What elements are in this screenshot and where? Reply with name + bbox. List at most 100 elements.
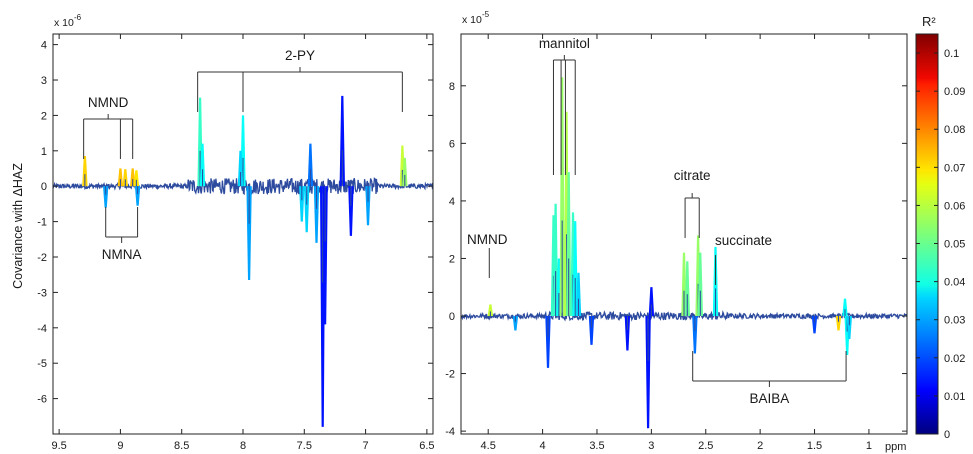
spectrum-peak xyxy=(648,287,655,317)
y-tick-label: 4 xyxy=(449,196,455,208)
x-tick-label: 4 xyxy=(540,440,546,452)
right-scale-label: x 10 -5 xyxy=(462,10,490,26)
left-scale-exponent: -6 xyxy=(74,13,82,22)
y-tick-label: -4 xyxy=(445,426,455,438)
annotation-baiba: BAIBA xyxy=(692,351,847,406)
y-tick-label: -2 xyxy=(37,252,47,264)
y-tick-label: -6 xyxy=(37,394,47,406)
colorbar-tick-label: 0.06 xyxy=(944,200,965,212)
y-tick-label: 3 xyxy=(41,75,47,87)
colorbar-title: R² xyxy=(922,14,936,29)
annotation-2-py: 2-PY xyxy=(197,48,403,112)
right-scale-exponent: -5 xyxy=(482,10,490,19)
colorbar-tick-label: 0 xyxy=(944,429,950,441)
y-tick-label: -4 xyxy=(37,323,47,335)
y-tick-label: -3 xyxy=(37,287,47,299)
spectrum-peak xyxy=(304,186,310,233)
spectrum-peak xyxy=(684,261,690,317)
spectrum-peak xyxy=(365,186,371,226)
annotation-label: citrate xyxy=(674,168,711,183)
spectrum-peak xyxy=(313,186,320,243)
colorbar-tick-label: 0.05 xyxy=(944,239,965,251)
right-axes: 4.5 4 3.5 3 2.5 2 1.5 1 -4 -2 0 2 4 6 8 xyxy=(445,34,907,452)
annotation-label: mannitol xyxy=(539,36,590,51)
spectrum-peak xyxy=(575,272,582,317)
left-y-axis-label: Covariance with ΔHAZ xyxy=(11,163,25,289)
spectrum-peak xyxy=(545,315,551,368)
right-scale-base: x 10 xyxy=(462,14,482,26)
x-tick-label: 7.5 xyxy=(297,440,312,452)
annotation-label: NMNA xyxy=(102,247,142,262)
spectrum-peak xyxy=(487,304,494,317)
x-tick-label: 3.5 xyxy=(589,440,604,452)
y-tick-label: -1 xyxy=(37,217,47,229)
spectrum-peak xyxy=(348,186,354,236)
y-tick-label: 1 xyxy=(41,146,47,158)
spectrum-peak xyxy=(811,315,818,334)
spectrum-peak xyxy=(624,315,631,351)
x-tick-label: 2 xyxy=(757,440,763,452)
spectrum-peak xyxy=(835,315,842,331)
spectrum-peak xyxy=(237,150,244,187)
spectrum-peak xyxy=(559,77,565,317)
colorbar-tick-label: 0.04 xyxy=(944,277,965,289)
spectrum-peak xyxy=(572,221,578,317)
x-tick-label: 3 xyxy=(648,440,654,452)
spectrum-peak xyxy=(199,143,206,187)
x-tick-label: 6.5 xyxy=(419,440,434,452)
left-annotations: NMND NMNA 2-PY xyxy=(83,48,403,262)
x-tick-label: 4.5 xyxy=(481,440,496,452)
spectrum-peak xyxy=(681,252,687,317)
spectrum-peak xyxy=(134,186,141,206)
spectrum-peak xyxy=(322,186,328,325)
x-tick-label: 9.5 xyxy=(51,440,66,452)
y-tick-label: 0 xyxy=(449,311,455,323)
annotation-label: BAIBA xyxy=(750,391,790,406)
spectrum-peak xyxy=(692,315,698,354)
y-tick-label: 0 xyxy=(41,181,47,193)
y-tick-label: 2 xyxy=(41,110,47,122)
right-plot-area xyxy=(461,77,907,429)
annotation-label: succinate xyxy=(715,233,772,248)
right-annotations: NMND mannitol citrate succinate BAIBA xyxy=(467,36,847,406)
spectrum-peak xyxy=(645,315,651,429)
spectrum-peak xyxy=(402,157,408,187)
left-panel: Covariance with ΔHAZ x 10 -6 NMND NMNA 2-P… xyxy=(11,13,435,452)
x-tick-label: 8.5 xyxy=(174,440,189,452)
annotation-mannitol: mannitol xyxy=(539,36,590,175)
left-plot-area xyxy=(53,95,433,427)
colorbar-ticks: 0 0.01 0.02 0.03 0.04 0.05 0.06 0.07 0.08 0.09 0.1 xyxy=(916,48,965,441)
spectrum-peak xyxy=(82,156,88,187)
y-tick-label: 4 xyxy=(41,40,47,52)
spectrum-peak xyxy=(697,252,703,317)
spectrum-peak xyxy=(246,186,252,281)
spectrum-peak xyxy=(307,143,314,187)
spectrum-peak xyxy=(842,298,848,317)
colorbar-tick-label: 0.08 xyxy=(944,124,965,136)
annotation-label: 2-PY xyxy=(285,48,315,63)
x-tick-label: 7 xyxy=(363,440,369,452)
spectrum-peak xyxy=(588,315,595,345)
spectrum-peak xyxy=(712,246,719,317)
colorbar-tick-label: 0.03 xyxy=(944,315,965,327)
y-tick-label: 6 xyxy=(449,138,455,150)
x-tick-label: 2.5 xyxy=(698,440,713,452)
y-tick-label: -5 xyxy=(37,358,47,370)
spectrum-peak xyxy=(299,186,305,222)
spectrum-peak xyxy=(512,315,519,331)
spectrum-peak xyxy=(133,170,140,187)
spectrum-peak xyxy=(846,315,852,340)
y-tick-label: -2 xyxy=(445,369,455,381)
annotation-label: NMND xyxy=(88,95,129,110)
annotation-label: NMND xyxy=(467,232,508,247)
annotation-nmnd: NMND xyxy=(83,95,134,159)
left-axes: 9.5 9 8.5 8 7.5 7 6.5 -6 -5 -4 -3 -2 -1 0 1 2 3 4 xyxy=(37,34,435,452)
right-axes-frame xyxy=(460,33,908,435)
spectrum-peak xyxy=(566,172,572,317)
colorbar: R² 0 0.01 0.02 0.03 0.04 0.05 0.06 0.07 0.08 0.09… xyxy=(915,14,965,441)
annotation-succinate: succinate xyxy=(715,233,772,285)
spectrum-peak xyxy=(339,95,345,187)
left-scale-base: x 10 xyxy=(54,17,74,29)
colorbar-tick-label: 0.02 xyxy=(944,353,965,365)
